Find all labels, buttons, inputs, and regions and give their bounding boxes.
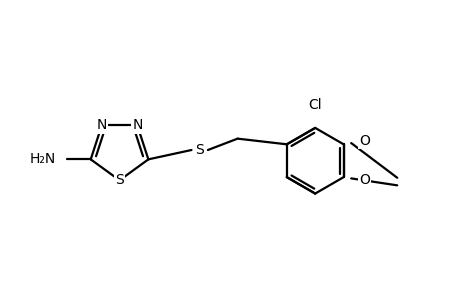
Text: O: O (358, 134, 369, 148)
Text: N: N (96, 118, 106, 133)
Text: H₂N: H₂N (30, 152, 56, 167)
Text: S: S (115, 173, 123, 187)
Text: O: O (358, 173, 369, 187)
Text: Cl: Cl (308, 98, 321, 112)
Text: S: S (195, 143, 204, 157)
Text: N: N (132, 118, 142, 133)
